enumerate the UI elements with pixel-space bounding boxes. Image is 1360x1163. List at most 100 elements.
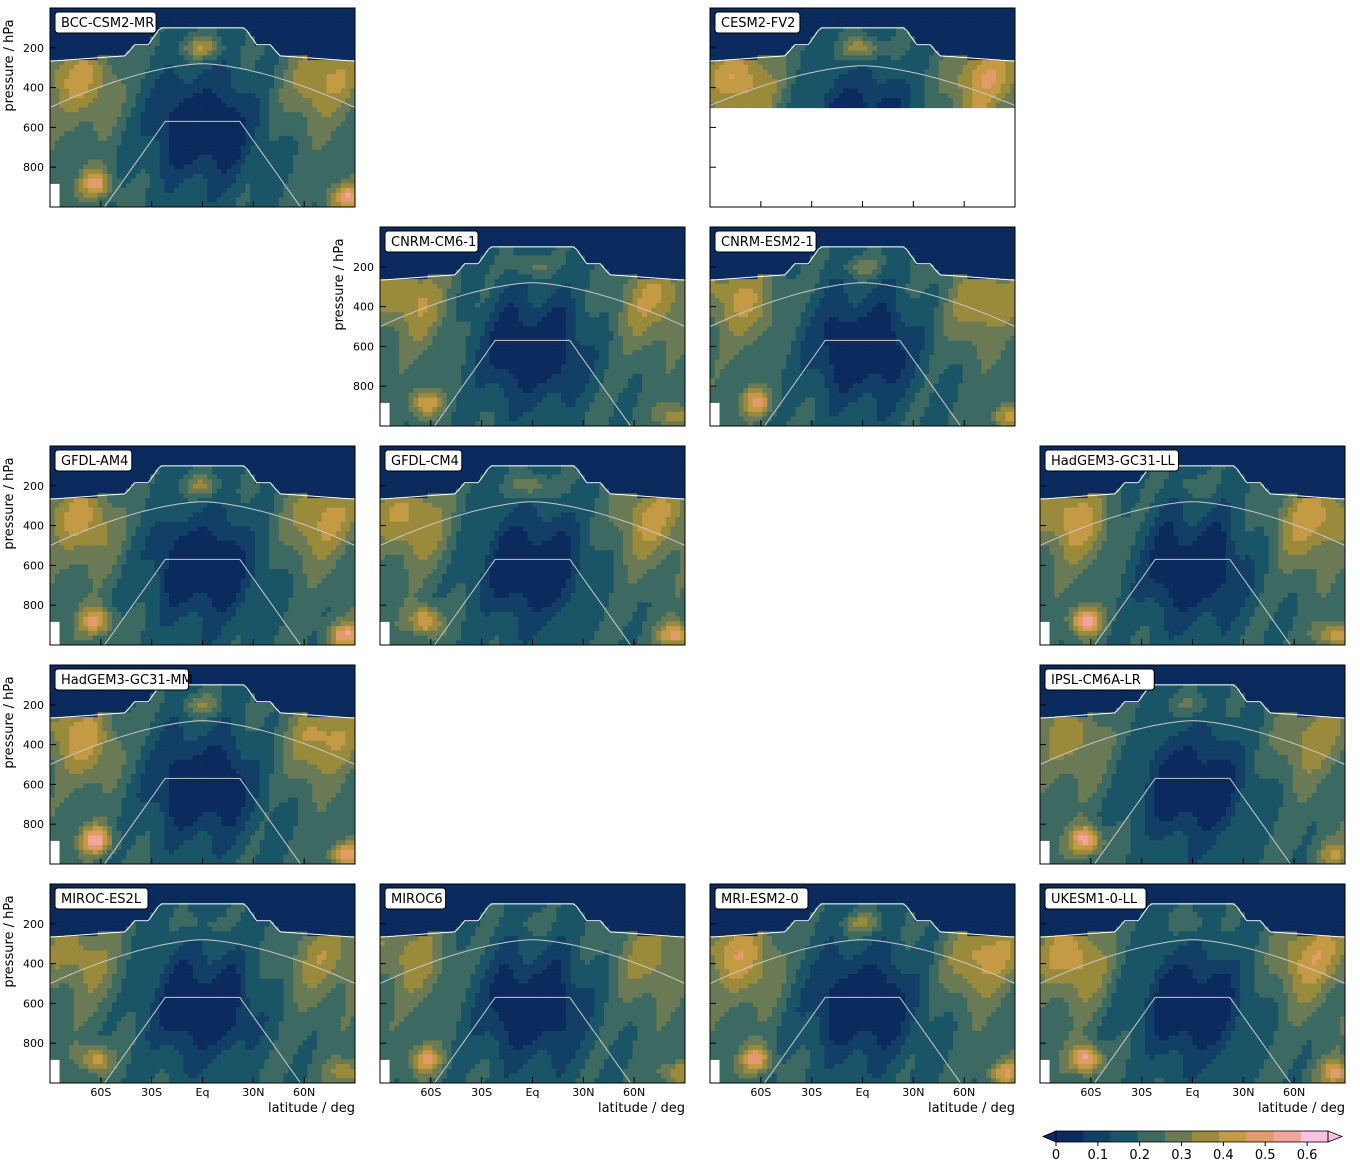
field-cell	[675, 269, 681, 275]
field-cell	[240, 107, 246, 113]
field-cell	[131, 41, 137, 47]
field-cell	[843, 74, 849, 80]
field-cell	[494, 269, 500, 275]
field-cell	[293, 31, 299, 38]
field-cell	[169, 154, 175, 161]
field-cell	[991, 93, 997, 99]
field-cell	[446, 283, 453, 290]
field-cell	[326, 140, 332, 147]
field-cell	[933, 50, 940, 56]
field-cell	[800, 17, 806, 23]
field-cell	[819, 98, 825, 104]
field-cell	[475, 279, 481, 285]
field-cell	[73, 112, 80, 118]
field-cell	[135, 178, 142, 184]
field-cell	[231, 17, 237, 23]
field-cell	[1005, 8, 1011, 14]
field-cell	[326, 159, 332, 165]
field-cell	[1005, 83, 1011, 90]
field-cell	[240, 154, 246, 161]
field-cell	[293, 83, 299, 90]
field-cell	[126, 83, 132, 90]
field-cell	[283, 112, 289, 118]
field-cell	[335, 36, 342, 42]
field-cell	[50, 102, 56, 109]
field-cell	[776, 55, 783, 61]
field-cell	[962, 93, 968, 99]
field-cell	[297, 41, 304, 47]
field-cell	[202, 64, 208, 71]
field-cell	[140, 202, 146, 207]
field-cell	[1005, 26, 1011, 33]
field-cell	[212, 74, 218, 80]
field-cell	[207, 83, 213, 90]
field-cell	[197, 197, 204, 203]
field-cell	[88, 169, 94, 175]
field-cell	[283, 107, 289, 113]
field-cell	[953, 88, 959, 94]
field-cell	[288, 164, 294, 170]
field-cell	[269, 36, 275, 42]
field-cell	[111, 197, 118, 203]
field-cell	[895, 93, 902, 99]
field-cell	[278, 102, 285, 109]
field-cell	[159, 188, 165, 194]
field-cell	[293, 154, 299, 161]
field-cell	[762, 41, 768, 47]
field-cell	[957, 64, 964, 71]
field-cell	[316, 41, 323, 47]
field-cell	[848, 55, 854, 61]
field-cell	[216, 64, 223, 71]
field-cell	[69, 31, 75, 38]
field-cell	[752, 60, 759, 66]
field-cell	[121, 60, 127, 66]
field-cell	[532, 245, 538, 252]
field-cell	[178, 197, 185, 203]
field-cell	[245, 83, 251, 90]
field-cell	[135, 188, 142, 194]
y-axis-label: pressure / hPa	[2, 19, 17, 111]
field-cell	[670, 288, 677, 294]
field-cell	[192, 45, 199, 52]
field-cell	[216, 169, 223, 175]
field-cell	[312, 31, 318, 38]
field-cell	[197, 116, 204, 123]
field-cell	[399, 288, 405, 294]
field-cell	[321, 45, 328, 52]
field-cell	[159, 121, 165, 128]
field-cell	[264, 112, 270, 118]
field-cell	[197, 22, 204, 28]
field-cell	[192, 112, 199, 118]
field-cell	[92, 197, 99, 203]
field-cell	[250, 102, 256, 109]
field-cell	[102, 173, 108, 180]
field-cell	[216, 26, 223, 33]
field-cell	[240, 145, 246, 151]
field-cell	[226, 60, 232, 66]
field-cell	[326, 64, 332, 71]
field-cell	[762, 88, 768, 94]
field-cell	[188, 55, 194, 61]
field-cell	[427, 250, 434, 257]
field-cell	[929, 83, 935, 90]
field-cell	[876, 74, 883, 80]
field-cell	[207, 192, 213, 199]
field-cell	[981, 74, 988, 80]
field-cell	[111, 112, 118, 118]
field-cell	[876, 55, 883, 61]
field-cell	[843, 69, 849, 75]
field-cell	[843, 22, 849, 28]
field-cell	[316, 55, 323, 61]
field-cell	[159, 22, 165, 28]
field-cell	[905, 17, 911, 23]
field-cell	[202, 22, 208, 28]
field-cell	[665, 288, 672, 294]
field-cell	[92, 188, 99, 194]
field-cell	[340, 159, 347, 165]
field-cell	[92, 116, 99, 123]
field-cell	[743, 74, 749, 80]
field-cell	[451, 279, 457, 285]
field-cell	[145, 183, 151, 189]
field-cell	[178, 192, 185, 199]
field-cell	[69, 8, 75, 14]
